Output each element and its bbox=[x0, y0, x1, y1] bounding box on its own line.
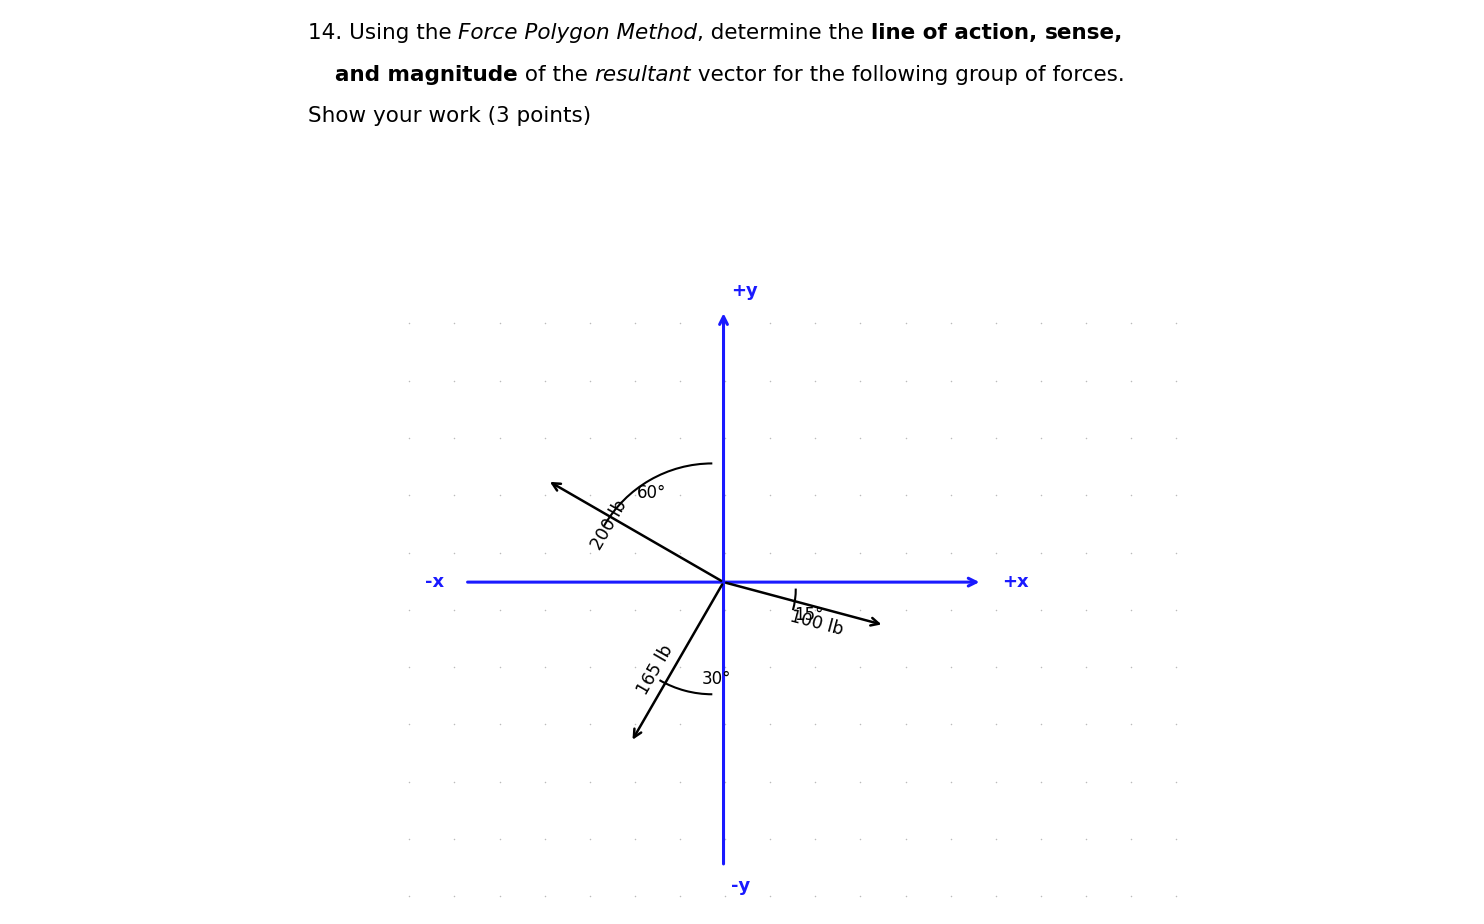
Text: Show your work (3 points): Show your work (3 points) bbox=[307, 106, 591, 127]
Text: 165 lb: 165 lb bbox=[634, 642, 677, 699]
Text: 100 lb: 100 lb bbox=[788, 608, 846, 639]
Text: +x: +x bbox=[1003, 573, 1030, 591]
Text: ,: , bbox=[1028, 23, 1045, 43]
Text: -y: -y bbox=[732, 877, 751, 894]
Text: line of action: line of action bbox=[871, 23, 1028, 43]
Text: Force Polygon Method: Force Polygon Method bbox=[459, 23, 697, 43]
Text: and magnitude: and magnitude bbox=[335, 65, 518, 85]
Text: of the: of the bbox=[518, 65, 595, 85]
Text: 15°: 15° bbox=[794, 605, 824, 624]
Text: +y: +y bbox=[732, 283, 758, 300]
Text: resultant: resultant bbox=[595, 65, 692, 85]
Text: 60°: 60° bbox=[637, 484, 666, 503]
Text: 200 lb: 200 lb bbox=[588, 496, 631, 553]
Text: -x: -x bbox=[426, 573, 445, 591]
Text: sense,: sense, bbox=[1045, 23, 1123, 43]
Text: , determine the: , determine the bbox=[697, 23, 871, 43]
Text: 30°: 30° bbox=[702, 670, 732, 687]
Text: vector for the following group of forces.: vector for the following group of forces… bbox=[692, 65, 1125, 85]
Text: 14. Using the: 14. Using the bbox=[307, 23, 459, 43]
